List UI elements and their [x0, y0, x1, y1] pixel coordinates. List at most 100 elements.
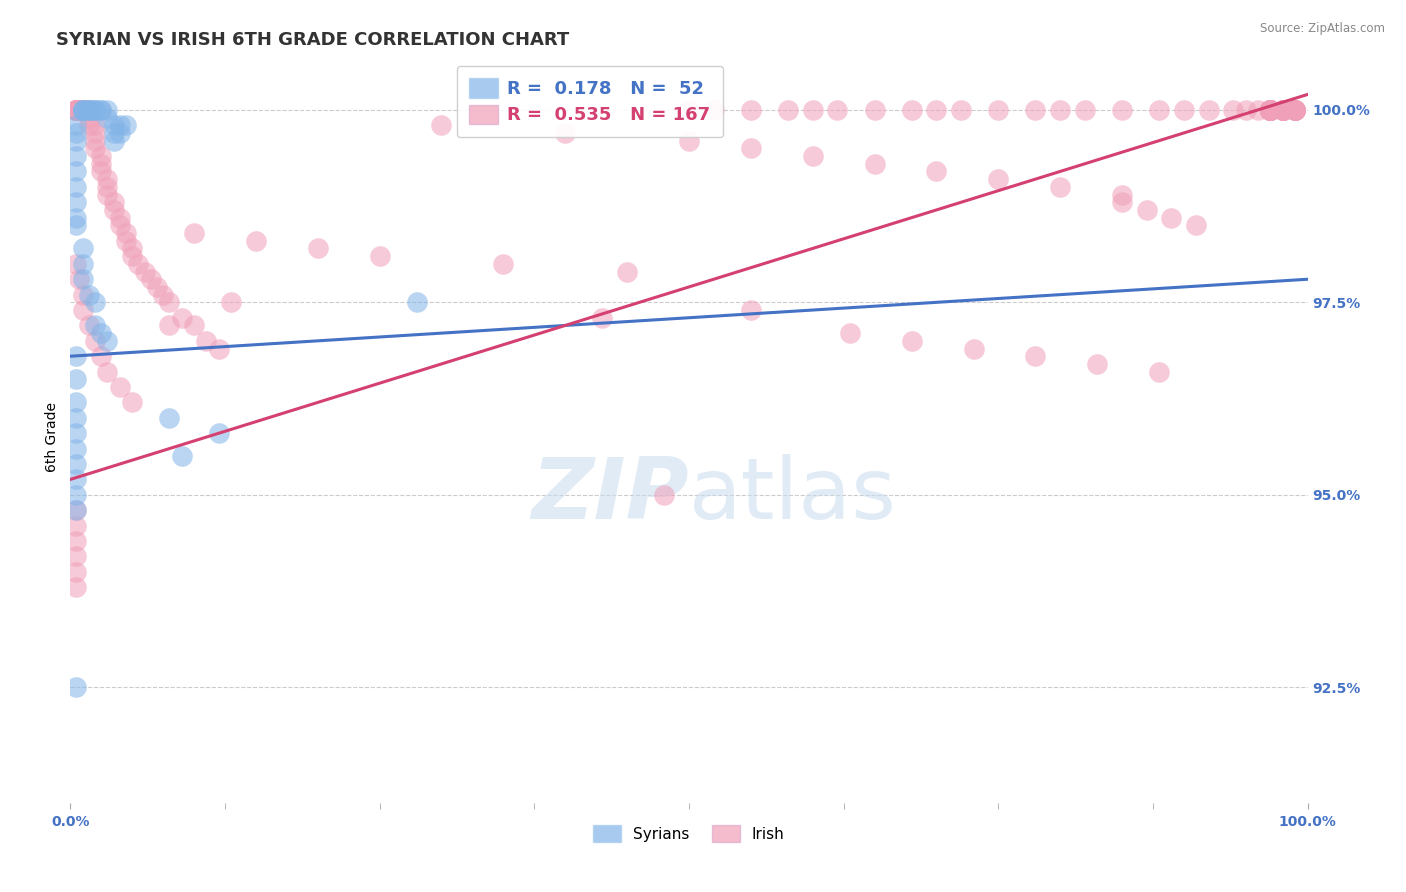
Point [84, 103, 107, 117]
Point [1260, 103, 1282, 117]
Point [776, 103, 799, 117]
Point [65, 134, 87, 148]
Point [1260, 103, 1282, 117]
Point [65, 103, 87, 117]
Point [65, 149, 87, 163]
Point [90, 149, 112, 163]
Point [67, 272, 90, 286]
Point [65, 103, 87, 117]
Point [108, 219, 131, 233]
Point [1111, 187, 1133, 202]
Point [72, 272, 94, 286]
Point [72, 103, 94, 117]
Point [183, 318, 205, 333]
Point [195, 334, 218, 348]
Point [65, 549, 87, 564]
Point [1260, 103, 1282, 117]
Point [72, 303, 94, 318]
Point [65, 257, 87, 271]
Point [1260, 103, 1282, 117]
Point [1271, 103, 1294, 117]
Point [72, 242, 94, 256]
Point [1284, 103, 1306, 117]
Point [84, 318, 107, 333]
Point [1260, 103, 1282, 117]
Point [1260, 103, 1282, 117]
Point [1284, 103, 1306, 117]
Point [219, 295, 242, 310]
Point [1271, 103, 1294, 117]
Point [72, 103, 94, 117]
Point [72, 103, 94, 117]
Point [103, 134, 125, 148]
Point [65, 534, 87, 549]
Point [208, 426, 231, 441]
Point [1049, 103, 1071, 117]
Point [616, 264, 638, 278]
Point [96, 111, 118, 125]
Text: SYRIAN VS IRISH 6TH GRADE CORRELATION CHART: SYRIAN VS IRISH 6TH GRADE CORRELATION CH… [56, 31, 569, 49]
Point [1271, 103, 1294, 117]
Point [1284, 103, 1306, 117]
Point [84, 103, 107, 117]
Point [77, 103, 100, 117]
Point [1271, 103, 1294, 117]
Point [96, 365, 118, 379]
Point [65, 372, 87, 386]
Point [827, 103, 849, 117]
Point [652, 488, 675, 502]
Point [962, 342, 984, 356]
Text: Source: ZipAtlas.com: Source: ZipAtlas.com [1260, 22, 1385, 36]
Point [1260, 103, 1282, 117]
Point [65, 457, 87, 471]
Point [77, 318, 100, 333]
Point [146, 280, 169, 294]
Point [77, 103, 100, 117]
Point [121, 249, 143, 263]
Point [84, 103, 107, 117]
Point [65, 472, 87, 486]
Point [139, 272, 162, 286]
Point [1260, 103, 1282, 117]
Point [65, 103, 87, 117]
Point [1074, 103, 1097, 117]
Point [65, 103, 87, 117]
Point [1111, 103, 1133, 117]
Point [127, 257, 149, 271]
Point [77, 103, 100, 117]
Point [103, 195, 125, 210]
Point [108, 118, 131, 132]
Point [925, 164, 948, 178]
Point [65, 103, 87, 117]
Legend: Syrians, Irish: Syrians, Irish [585, 817, 793, 850]
Point [1160, 211, 1182, 225]
Point [170, 310, 193, 325]
Point [115, 234, 138, 248]
Point [900, 103, 922, 117]
Point [950, 103, 973, 117]
Point [1260, 103, 1282, 117]
Point [1260, 103, 1282, 117]
Point [152, 287, 174, 301]
Point [108, 380, 131, 394]
Point [96, 103, 118, 117]
Point [72, 103, 94, 117]
Point [84, 334, 107, 348]
Point [1271, 103, 1294, 117]
Point [1136, 202, 1159, 217]
Point [65, 442, 87, 456]
Point [801, 103, 824, 117]
Point [65, 179, 87, 194]
Point [103, 118, 125, 132]
Point [1284, 103, 1306, 117]
Point [77, 111, 100, 125]
Point [65, 164, 87, 178]
Point [1284, 103, 1306, 117]
Point [1260, 103, 1282, 117]
Point [65, 503, 87, 517]
Text: atlas: atlas [689, 454, 897, 537]
Point [65, 118, 87, 132]
Point [703, 103, 725, 117]
Point [84, 134, 107, 148]
Point [115, 118, 138, 132]
